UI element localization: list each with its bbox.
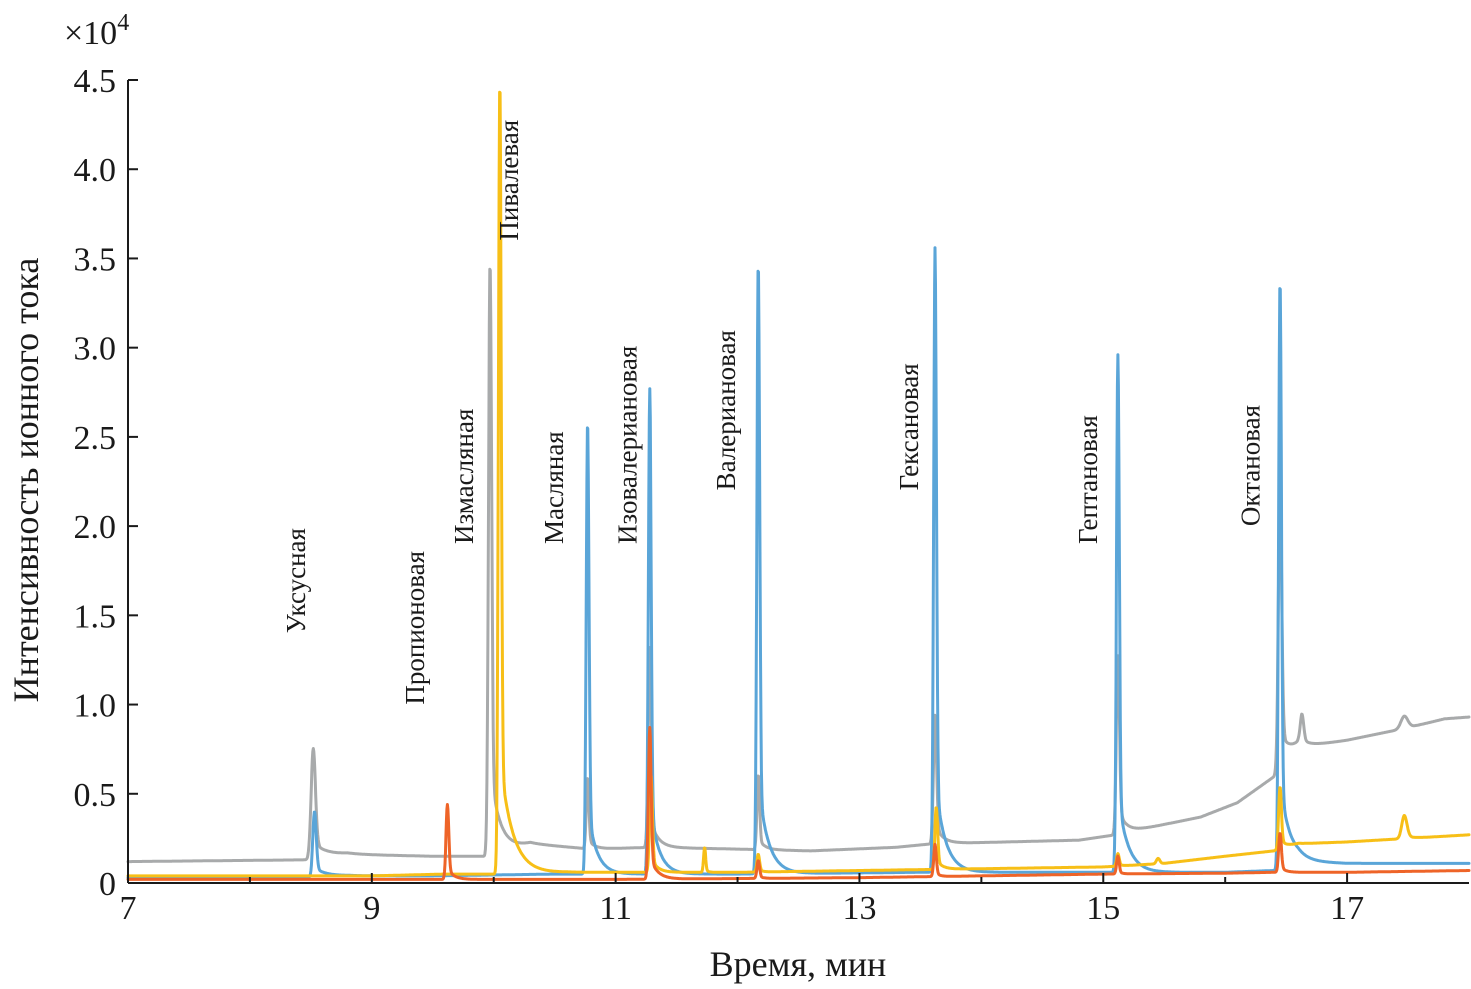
peak-label: Гептановая [1073,415,1103,544]
x-tick-label: 9 [363,890,380,927]
x-tick-label: 11 [599,890,632,927]
peak-label: Октановая [1235,405,1265,526]
series-line-3 [126,90,1471,878]
y-tick-label: 4.0 [74,152,117,189]
axes [127,80,1469,884]
series-line-2 [126,246,1471,880]
y-tick-label: 2.5 [74,420,117,457]
peak-label: Измасляная [449,409,479,544]
y-axis-multiplier: ×104 [64,10,129,52]
peak-label: Изовалериановая [612,346,642,544]
x-tick-label: 17 [1330,890,1364,927]
series-line-1 [126,267,1471,864]
x-tick-label: 7 [120,890,137,927]
y-tick-label: 3.5 [74,241,117,278]
y-tick-label: 2.0 [74,509,117,546]
peak-label: Масляная [539,431,569,544]
series-line-4 [126,726,1471,881]
y-tick-label: 0 [99,866,116,903]
peak-label: Валериановая [711,330,741,490]
x-tick-label: 13 [842,890,876,927]
y-axis-title: Интенсивность ионного тока [6,258,46,703]
peak-label: Пропионовая [400,551,430,705]
y-axis-multiplier-exponent: 4 [117,10,129,36]
y-tick-label: 1.5 [74,598,117,635]
ticks: 7 9 11 13 15 17 0 0.5 1.0 1.5 2.0 2.5 3.0 3.5 4.0 4.5 [74,63,1365,927]
series-layer [126,90,1471,881]
peak-label: Гексановая [894,363,924,490]
y-tick-label: 1.0 [74,688,117,725]
y-tick-label: 4.5 [74,63,117,100]
x-axis-title: Время, мин [710,944,887,984]
peak-labels: Уксусная Пропионовая Измасляная Пивалевая Ма… [281,120,1266,705]
y-tick-label: 3.0 [74,331,117,368]
x-tick-label: 15 [1086,890,1120,927]
peak-label: Пивалевая [494,120,524,241]
peak-label: Уксусная [281,528,311,633]
y-tick-label: 0.5 [74,777,117,814]
